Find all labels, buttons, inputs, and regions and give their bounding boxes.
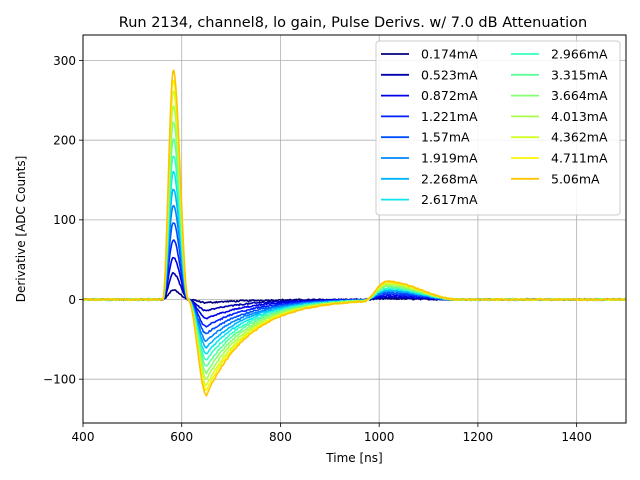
legend: 0.174mA 0.523mA 0.872mA 1.221mA 1.57mA 1.919m… [375,40,621,216]
legend-label: 1.57mA [421,130,470,145]
legend-label: 2.617mA [421,192,478,207]
y-axis-label: Derivative [ADC Counts] [14,156,28,303]
legend-label: 2.966mA [551,47,608,62]
plot-frame [82,34,627,424]
x-tick-label: 600 [170,430,193,444]
legend-label: 0.174mA [421,47,478,62]
legend-label: 1.221mA [421,109,478,124]
legend-label: 3.315mA [551,67,608,82]
legend-label: 4.362mA [551,130,608,145]
y-tick-label: 200 [53,133,76,147]
x-axis-label: Time [ns] [325,451,382,465]
legend-label: 4.013mA [551,109,608,124]
y-tick-label: 300 [53,54,76,68]
x-tick-label: 400 [72,430,95,444]
legend-label: 4.711mA [551,151,608,166]
x-tick-label: 1200 [463,430,494,444]
legend-label: 3.664mA [551,88,608,103]
y-tick-label: 100 [53,213,76,227]
legend-label: 1.919mA [421,151,478,166]
chart-title: Run 2134, channel8, lo gain, Pulse Deriv… [119,15,587,31]
legend-label: 2.268mA [421,171,478,186]
x-tick-label: 1400 [561,430,592,444]
y-tick-label: −100 [43,372,76,386]
y-tick-label: 0 [68,293,76,307]
legend-box [375,40,621,216]
axis-ticks: 400 600 800 1000 1200 1400 −100 0 100 200 300 [43,54,592,444]
series-line-14 [83,69,626,397]
series-layer [83,69,626,397]
x-tick-label: 1000 [364,430,395,444]
legend-label: 0.523mA [421,67,478,82]
legend-label: 0.872mA [421,88,478,103]
legend-label: 5.06mA [551,171,600,186]
x-tick-label: 800 [269,430,292,444]
